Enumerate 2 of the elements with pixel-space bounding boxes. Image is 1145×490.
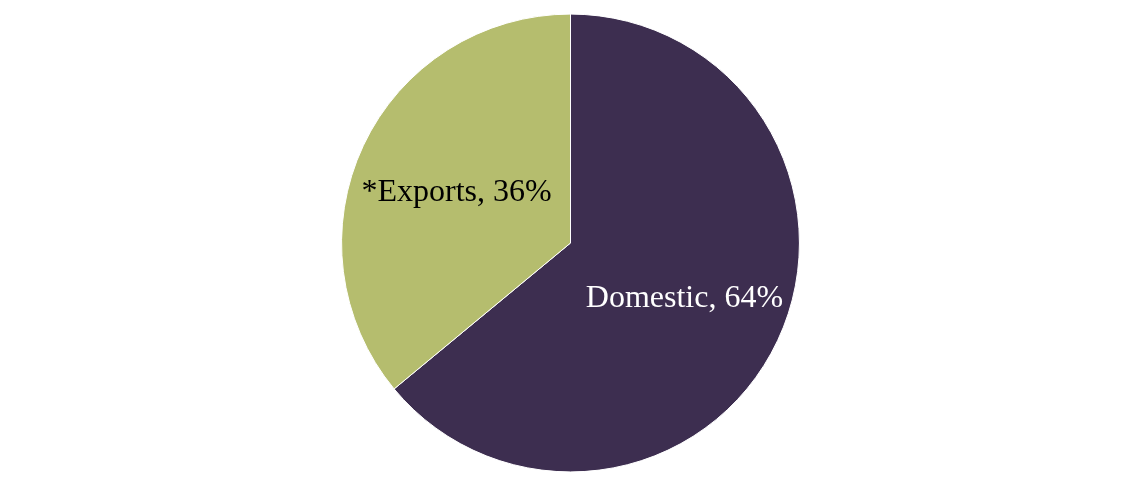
slice-label: Domestic, 64% — [585, 277, 784, 314]
slice-label: *Exports, 36% — [361, 172, 552, 209]
